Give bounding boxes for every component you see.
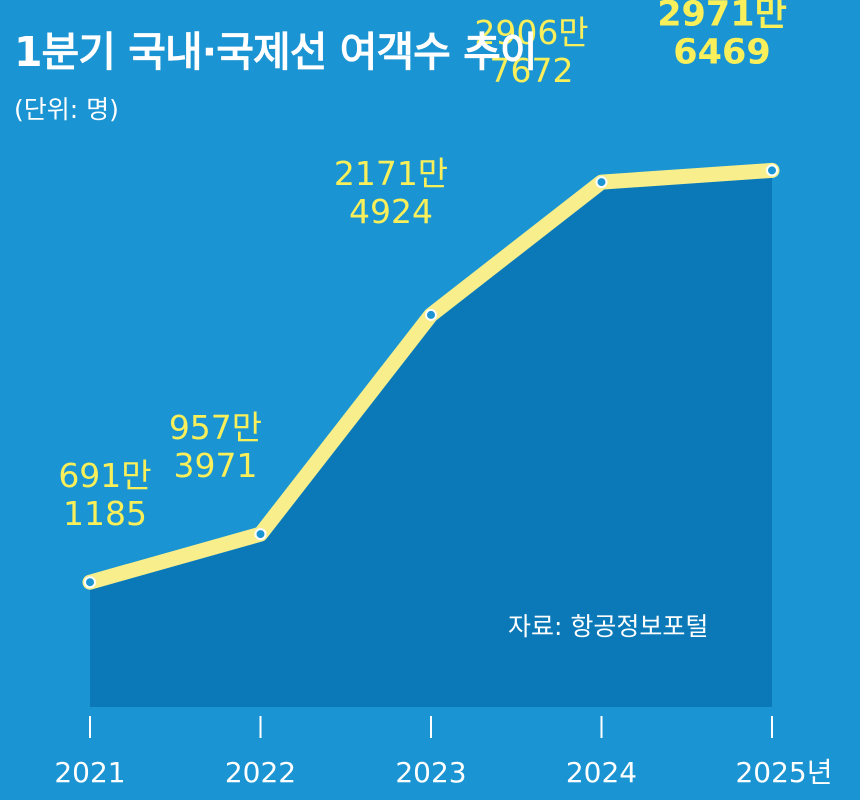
- data-point: [766, 164, 778, 177]
- data-point: [254, 528, 267, 541]
- area-fill: [90, 170, 772, 707]
- data-label: 6469: [673, 32, 770, 72]
- data-label: 2171만: [334, 154, 448, 193]
- data-label: 2906만: [474, 13, 588, 52]
- data-point: [84, 576, 96, 589]
- x-ticks: [89, 716, 773, 738]
- unit-note: (단위: 명): [14, 95, 119, 124]
- chart-title: 1분기 국내·국제선 여객수 추이: [14, 28, 538, 76]
- x-tick-label: 2021: [54, 756, 125, 789]
- data-label: 2971만: [657, 0, 787, 34]
- x-tick-label: 2025년: [735, 756, 832, 789]
- x-tick-label: 2024: [566, 756, 637, 789]
- data-points: [84, 164, 778, 589]
- x-tick-label: 2022: [225, 756, 296, 789]
- x-tick-label: 2023: [395, 756, 466, 789]
- source-note: 자료: 항공정보포털: [508, 612, 709, 641]
- data-label: 1185: [63, 494, 147, 533]
- x-tick-labels: 2021 2022 2023 2024 2025년: [54, 756, 832, 789]
- data-point: [595, 176, 608, 189]
- data-label: 4924: [349, 192, 433, 231]
- data-point: [425, 308, 437, 321]
- data-label: 7672: [490, 51, 574, 90]
- data-label: 691만: [58, 456, 151, 495]
- data-label: 957만: [169, 408, 262, 447]
- data-label: 3971: [174, 446, 258, 485]
